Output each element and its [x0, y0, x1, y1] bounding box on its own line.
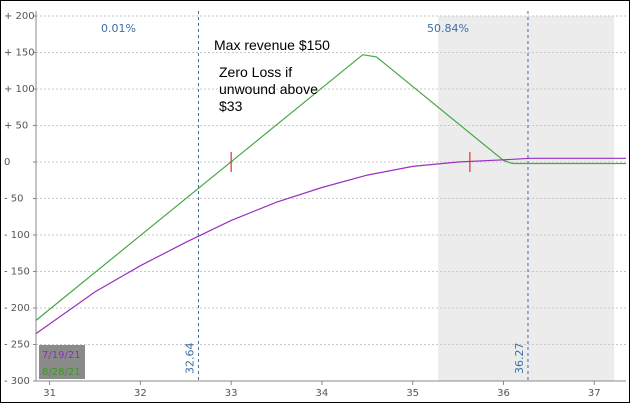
x-tick-label-35: 35: [406, 388, 419, 399]
annotation-zero-loss-line2: unwound above: [219, 81, 318, 97]
y-tick-label-300: - 300: [4, 376, 30, 387]
breakeven-markers: [230, 152, 471, 172]
legend-entry-7-19-21: 7/19/21: [42, 350, 81, 361]
vline-labels: 32.64 0.01% 36.27 50.84%: [101, 22, 526, 374]
annotation-zero-loss-line1: Zero Loss if: [219, 64, 292, 80]
y-tick-label-200: + 200: [4, 11, 35, 22]
probability-label-0-01: 0.01%: [101, 22, 136, 35]
legend: 7/19/21 8/28/21: [39, 345, 85, 379]
x-tick-label-37: 37: [588, 388, 601, 399]
legend-entry-8-28-21: 8/28/21: [42, 367, 81, 378]
vline-label-36-27: 36.27: [513, 343, 526, 375]
vertical-lines: [197, 11, 529, 381]
x-tick-label-32: 32: [134, 388, 147, 399]
y-tick-label-200: - 200: [4, 303, 30, 314]
axes: [33, 11, 626, 385]
series-lines: [35, 54, 626, 335]
probability-label-50-84: 50.84%: [427, 22, 469, 35]
y-tick-label-150: - 150: [4, 267, 30, 278]
y-tick-label-0: 0: [4, 157, 10, 168]
legend-background: [39, 345, 85, 379]
x-tick-label-31: 31: [43, 388, 56, 399]
annotation-zero-loss-line3: $33: [219, 98, 243, 114]
series-line-7-19-21: [35, 157, 626, 335]
y-tick-label-50: + 50: [4, 121, 28, 132]
y-tick-label-50: - 50: [4, 194, 24, 205]
y-tick-label-100: - 100: [4, 230, 30, 241]
vline-label-32-64: 32.64: [183, 343, 196, 375]
annotation-max-revenue: Max revenue $150: [214, 37, 330, 53]
y-tick-label-150: + 150: [4, 48, 35, 59]
x-tick-label-33: 33: [225, 388, 238, 399]
x-tick-label-36: 36: [497, 388, 510, 399]
tick-labels: + 200 + 150 + 100 + 50 0 - 50 - 100 - 150 - 200 -…: [4, 11, 601, 399]
y-tick-label-250: - 250: [4, 340, 30, 351]
series-line-8-28-21: [35, 54, 626, 321]
x-tick-label-34: 34: [316, 388, 329, 399]
y-tick-label-100: + 100: [4, 84, 35, 95]
